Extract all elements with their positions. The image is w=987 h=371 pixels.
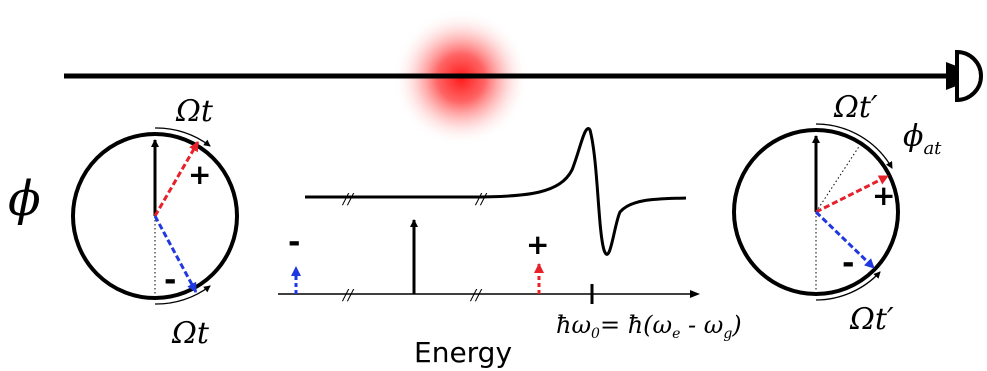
energy-axis-label: Energy — [414, 336, 512, 369]
resonance-formula: ħω0= ħ(ωe - ωg) — [556, 311, 742, 342]
left-bottom-omega-t: Ωt — [171, 316, 210, 351]
spectrum-plus-label: + — [526, 228, 549, 261]
spectrum-minus-label: - — [288, 225, 300, 260]
right-red-sideband-arrow — [815, 174, 889, 214]
left-minus-label: - — [164, 263, 176, 298]
right-bottom-omega-t-prime: Ωt′ — [849, 302, 894, 337]
left-top-rotation-arrow — [154, 127, 211, 147]
right-plus-label: + — [872, 179, 895, 212]
energy-axis-break-1: // — [341, 286, 355, 304]
left-plus-label: + — [188, 158, 211, 191]
right-top-rotation-arrow — [815, 123, 893, 169]
energy-axis-break-2: // — [469, 286, 483, 304]
left-blue-sideband-arrow — [153, 215, 198, 293]
energy-axis: // // — [278, 284, 700, 304]
left-top-omega-t: Ωt — [175, 94, 214, 129]
right-minus-label: - — [842, 246, 854, 281]
left-phasor: Ωt Ωt + - — [71, 94, 239, 351]
right-phasor-circle — [732, 128, 900, 296]
right-phasor: Ωt′ Ωt′ ϕat + - — [732, 90, 942, 337]
detector-icon — [955, 49, 983, 103]
right-blue-sideband-arrow — [814, 210, 876, 270]
right-top-omega-t-prime: Ωt′ — [833, 90, 878, 125]
right-bottom-rotation-arrow — [815, 271, 881, 301]
left-bottom-rotation-arrow — [154, 285, 211, 305]
svg-text://: // — [474, 190, 488, 208]
phi-at-label: ϕat — [903, 119, 942, 159]
right-diagonal-dotted — [815, 141, 863, 213]
left-phasor-circle — [71, 132, 239, 300]
dispersion-curve — [305, 127, 687, 256]
curve-axis-breaks: // // — [341, 190, 488, 208]
svg-text://: // — [341, 190, 355, 208]
left-red-sideband-arrow — [153, 141, 200, 217]
phase-symbol: ϕ — [8, 171, 41, 227]
